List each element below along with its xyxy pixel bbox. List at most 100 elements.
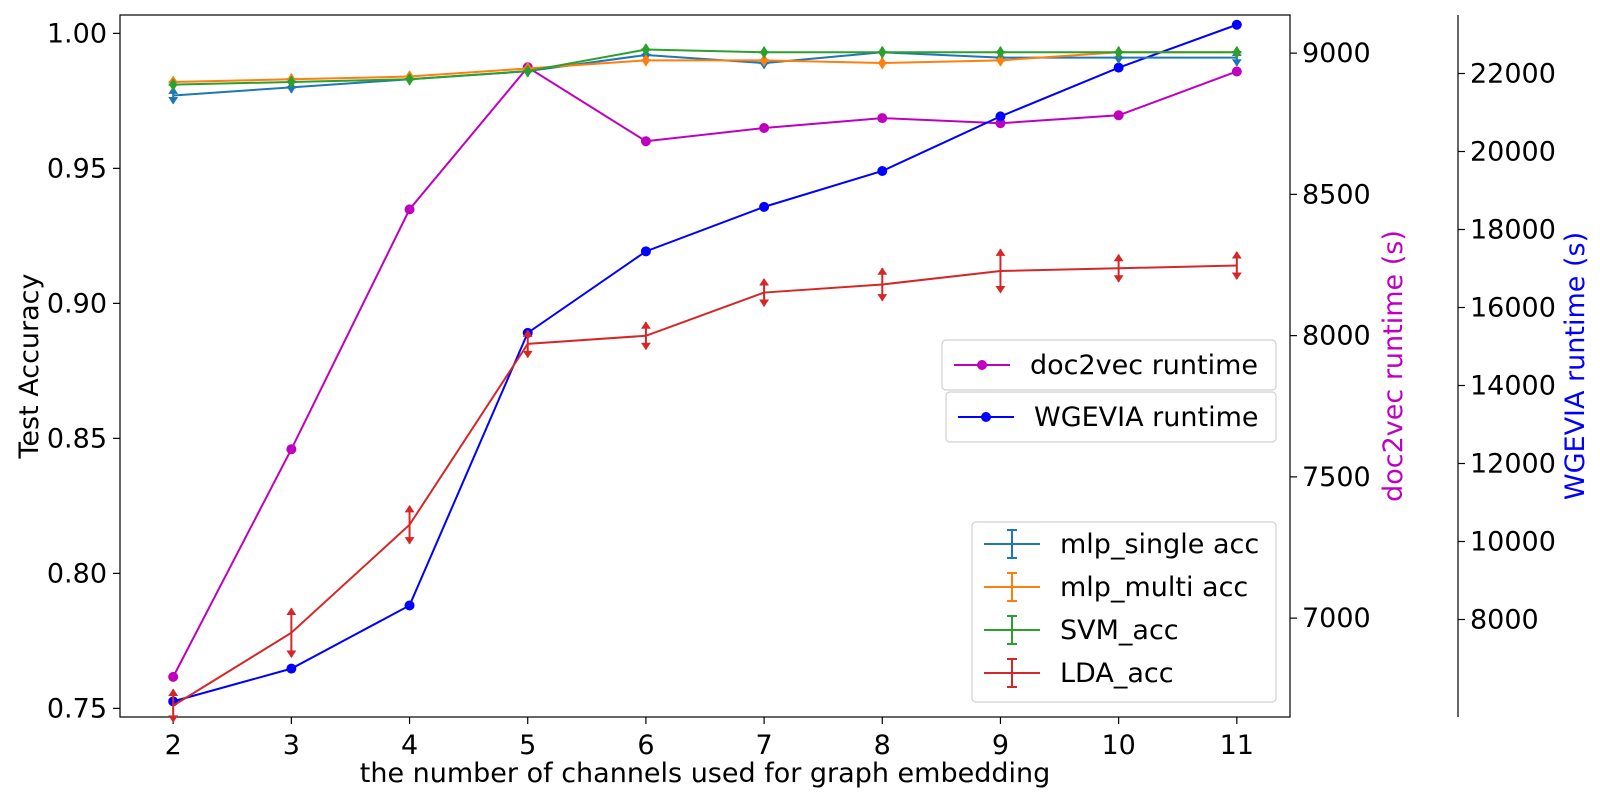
y3-tick-label: 18000	[1470, 215, 1556, 246]
lda-errorbar-cap	[286, 607, 297, 615]
wgevia-runtime-point	[1231, 19, 1242, 30]
y-tick-label: 0.85	[47, 423, 107, 454]
mlp-single-acc-line	[173, 51, 1237, 97]
y-tick-label: 0.95	[47, 153, 107, 184]
lda-errorbar-cap	[286, 650, 297, 658]
y-tick-label: 0.80	[47, 558, 107, 589]
x-tick-label: 8	[874, 730, 891, 761]
y2-axis-label: doc2vec runtime (s)	[1378, 230, 1409, 502]
y-tick-label: 0.75	[47, 693, 107, 724]
y2-tick-label: 9000	[1302, 38, 1371, 69]
y-tick-label: 1.00	[47, 18, 107, 49]
mlp-multi-legend-label: mlp_multi acc	[1060, 572, 1248, 603]
svm-legend-label: SVM_acc	[1060, 615, 1179, 646]
accuracy-legend-box	[971, 521, 1277, 703]
lda-errorbar-cap	[168, 688, 179, 696]
y3-tick-label: 16000	[1470, 293, 1556, 324]
x-tick-label: 10	[1101, 730, 1135, 761]
lda-errorbar-cap	[759, 278, 770, 286]
mlp-single-errorbar-cap	[168, 97, 179, 105]
lda-legend-label: LDA_acc	[1060, 658, 1174, 689]
lda-errorbar-cap	[640, 342, 651, 351]
doc2vec-runtime-point	[759, 122, 770, 133]
y3-tick-label: 8000	[1470, 605, 1539, 636]
lda-errorbar-cap	[404, 537, 415, 545]
y-axis-label: Test Accuracy	[14, 273, 45, 459]
wgevia-legend-marker	[981, 412, 991, 422]
doc2vec-runtime-point	[286, 444, 297, 455]
mlp-multi-errorbar-cap	[640, 59, 651, 67]
doc2vec-legend-box	[941, 339, 1277, 391]
wgevia-legend-label: WGEVIA runtime	[1034, 402, 1259, 433]
svm-errorbar-cap	[995, 51, 1006, 59]
svm-errorbar-cap	[1231, 51, 1242, 59]
lda-errorbar-cap	[404, 504, 415, 513]
lda-errorbar-cap	[1231, 251, 1242, 259]
plot-frame	[119, 14, 1291, 718]
y3-tick-label: 22000	[1470, 59, 1556, 90]
svm-errorbar-cap	[168, 83, 179, 91]
x-tick-label: 4	[401, 730, 418, 761]
svm-errorbar-cap	[877, 51, 888, 59]
wgevia-runtime-point	[1113, 62, 1124, 73]
x-tick-label: 3	[283, 730, 300, 761]
doc2vec-legend-label: doc2vec runtime	[1030, 350, 1258, 381]
y3-tick-label: 10000	[1470, 527, 1556, 558]
mlp-multi-errorbar-cap	[995, 59, 1006, 67]
y3-tick-label: 14000	[1470, 371, 1556, 402]
x-tick-label: 11	[1220, 730, 1254, 761]
mlp-single-errorbar-cap	[1231, 59, 1242, 67]
wgevia-runtime-point	[877, 166, 888, 176]
doc2vec-runtime-point	[877, 113, 888, 124]
svm-errorbar-cap	[404, 78, 415, 86]
lda-errorbar-cap	[1113, 253, 1124, 262]
lda-errorbar-cap	[522, 329, 533, 337]
lda-acc-line	[172, 264, 1237, 707]
mlp-multi-errorbar-cap	[877, 61, 888, 70]
lda-errorbar-cap	[640, 321, 651, 329]
lda-errorbar-cap	[168, 715, 179, 723]
svm-errorbar-cap	[286, 80, 297, 89]
doc2vec-runtime-point	[1113, 110, 1124, 121]
svm-errorbar-cap	[759, 51, 770, 59]
y3-tick-label: 20000	[1470, 137, 1556, 168]
lda-errorbar-cap	[995, 248, 1006, 256]
svm-acc-line	[173, 48, 1237, 86]
y2-tick-label: 7000	[1302, 603, 1371, 634]
lda-errorbar-cap	[1113, 275, 1124, 283]
doc2vec-runtime-line	[172, 65, 1238, 678]
wgevia-runtime-point	[640, 246, 651, 257]
x-tick-label: 9	[992, 730, 1009, 761]
y-tick-label: 0.90	[47, 288, 107, 319]
x-tick-label: 6	[637, 730, 654, 761]
svm-errorbar-cap	[640, 48, 651, 56]
wgevia-legend-box	[945, 391, 1277, 443]
wgevia-runtime-point	[404, 600, 415, 611]
y3-tick-label: 12000	[1470, 449, 1556, 480]
y2-tick-label: 8000	[1302, 321, 1371, 352]
svm-errorbar-cap	[522, 70, 533, 78]
x-tick-label: 7	[755, 730, 772, 761]
y2-tick-label: 7500	[1302, 462, 1371, 493]
lda-errorbar-cap	[1231, 272, 1242, 280]
mlp-single-legend-label: mlp_single acc	[1060, 529, 1259, 560]
wgevia-runtime-line	[172, 23, 1238, 703]
doc2vec-runtime-point	[1231, 66, 1242, 77]
lda-errorbar-cap	[877, 294, 888, 302]
x-axis-label: the number of channels used for graph em…	[360, 758, 1050, 789]
lda-errorbar-cap	[877, 267, 888, 275]
mlp-multi-errorbar-cap	[759, 59, 770, 67]
doc2vec-runtime-point	[168, 671, 179, 682]
doc2vec-legend-marker	[977, 360, 987, 370]
y2-tick-label: 8500	[1302, 179, 1371, 210]
x-tick-label: 2	[165, 730, 182, 761]
lda-errorbar-cap	[759, 299, 770, 307]
doc2vec-runtime-point	[404, 204, 415, 215]
wgevia-runtime-point	[759, 201, 770, 212]
doc2vec-runtime-point	[640, 136, 651, 147]
x-tick-label: 5	[519, 730, 536, 761]
svm-errorbar-cap	[1113, 51, 1124, 59]
y3-axis-label: WGEVIA runtime (s)	[1560, 232, 1591, 500]
